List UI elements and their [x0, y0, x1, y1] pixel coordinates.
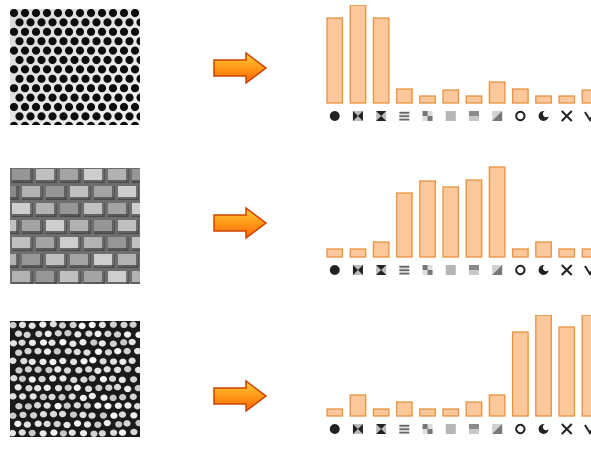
gradient-square-icon	[492, 424, 503, 434]
horizontal-stripes-icon	[399, 265, 410, 275]
bar-4	[395, 192, 413, 258]
ring-icon	[515, 423, 526, 435]
v-shape-icon	[584, 265, 591, 276]
gray-square-icon	[445, 265, 456, 275]
bar-7	[465, 401, 483, 417]
bar-9	[511, 248, 529, 258]
texture-image-2	[10, 168, 140, 284]
bowtie-icon	[352, 265, 363, 275]
bar-11	[558, 326, 576, 417]
bar-2	[349, 248, 367, 258]
texture-image-3	[10, 321, 140, 437]
bowtie-icon	[352, 111, 363, 121]
bar-10	[535, 95, 552, 104]
row-1	[0, 5, 591, 145]
bar-8	[488, 394, 506, 417]
bar-8	[488, 81, 506, 104]
cross-icon	[561, 110, 573, 122]
checker-icon	[422, 265, 433, 275]
bar-6	[442, 186, 460, 258]
bar-6	[442, 408, 460, 417]
bar-9	[511, 88, 529, 104]
crescent-icon	[538, 110, 550, 121]
bar-6	[442, 89, 460, 104]
horizontal-stripes-icon	[399, 424, 410, 434]
bar-3	[372, 17, 390, 104]
arrow-right-icon	[212, 379, 268, 413]
texture-image-1	[10, 9, 140, 125]
checker-icon	[422, 111, 433, 121]
row-3	[0, 315, 591, 455]
filled-circle-icon	[329, 424, 340, 434]
bar-11	[558, 95, 576, 104]
v-shape-icon	[584, 424, 591, 435]
bar-7	[465, 95, 483, 104]
bowtie-icon	[352, 424, 363, 434]
row-2	[0, 160, 591, 300]
bar-11	[558, 248, 576, 258]
bar-10	[535, 241, 552, 258]
shaded-square-icon	[468, 265, 479, 275]
bar-1	[326, 17, 344, 104]
arrow-right-icon	[212, 206, 268, 240]
checker-icon	[422, 424, 433, 434]
bar-12	[581, 248, 591, 258]
cross-icon	[561, 264, 573, 276]
bar-7	[465, 179, 483, 258]
gray-square-icon	[445, 424, 456, 434]
bar-1	[326, 408, 344, 417]
bar-2	[349, 394, 367, 417]
ring-icon	[515, 264, 526, 276]
horizontal-stripes-icon	[399, 111, 410, 121]
bar-4	[395, 401, 413, 417]
hourglass-icon	[376, 265, 387, 275]
filled-circle-icon	[329, 111, 340, 121]
bar-12	[581, 315, 591, 417]
histogram-2	[326, 160, 591, 288]
gray-square-icon	[445, 111, 456, 121]
bar-5	[419, 180, 436, 258]
crescent-icon	[538, 423, 550, 434]
bar-4	[395, 88, 413, 104]
histogram-1	[326, 5, 591, 133]
crescent-icon	[538, 264, 550, 275]
shaded-square-icon	[468, 111, 479, 121]
hourglass-icon	[376, 424, 387, 434]
v-shape-icon	[584, 111, 591, 122]
filled-circle-icon	[329, 265, 340, 275]
bar-5	[419, 95, 436, 104]
bar-3	[372, 241, 390, 258]
bar-12	[581, 89, 591, 104]
gradient-square-icon	[492, 111, 503, 121]
shaded-square-icon	[468, 424, 479, 434]
bar-8	[488, 166, 506, 258]
cross-icon	[561, 423, 573, 435]
hourglass-icon	[376, 111, 387, 121]
arrow-right-icon	[212, 51, 268, 85]
bar-9	[511, 331, 529, 417]
bar-1	[326, 248, 344, 258]
ring-icon	[515, 110, 526, 122]
bar-3	[372, 408, 390, 417]
histogram-3	[326, 315, 591, 447]
gradient-square-icon	[492, 265, 503, 275]
bar-5	[419, 408, 436, 417]
bar-2	[349, 5, 367, 104]
bar-10	[535, 315, 552, 417]
